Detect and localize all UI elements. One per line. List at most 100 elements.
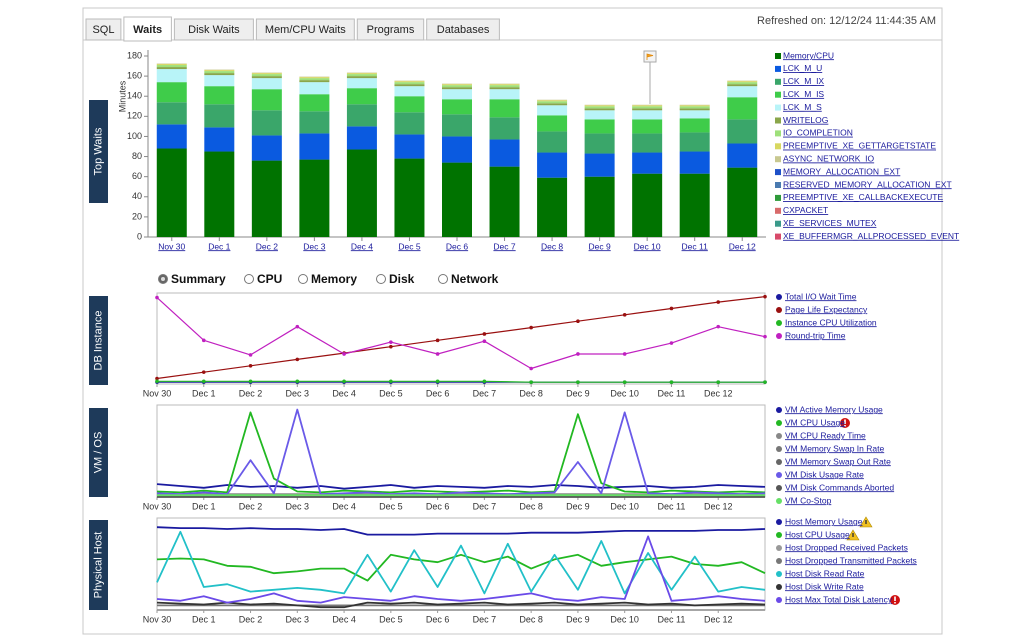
legend-dot: [776, 545, 782, 551]
legend-dot: [776, 420, 782, 426]
x-tick-label[interactable]: Dec 6: [446, 241, 468, 251]
bar-segment: [679, 118, 710, 133]
legend-label[interactable]: PREEMPTIVE_XE_GETTARGETSTATE: [783, 141, 936, 151]
legend-label[interactable]: Host Max Total Disk Latency: [785, 594, 893, 604]
legend-label[interactable]: LCK_M_IX: [783, 76, 824, 86]
x-tick-label[interactable]: Dec 2: [256, 241, 278, 251]
series-marker: [342, 379, 346, 384]
legend-label[interactable]: LCK_M_U: [783, 63, 822, 73]
legend-label[interactable]: VM CPU Usage: [785, 417, 845, 427]
tab-label[interactable]: SQL: [92, 24, 114, 36]
tab[interactable]: [123, 16, 172, 42]
radio-button[interactable]: [298, 274, 308, 284]
bar-segment: [489, 87, 520, 90]
legend-label[interactable]: Instance CPU Utilization: [785, 317, 877, 327]
x-tick-label[interactable]: Dec 5: [398, 241, 420, 251]
legend-label[interactable]: VM Disk Usage Rate: [785, 469, 864, 479]
bar-segment: [346, 78, 377, 89]
x-tick-label[interactable]: Dec 1: [208, 241, 230, 251]
section-label-box: [89, 296, 108, 385]
legend-label[interactable]: XE_BUFFERMGR_ALLPROCESSED_EVENT: [783, 231, 959, 241]
tab[interactable]: [173, 18, 254, 41]
series-marker: [248, 353, 253, 357]
legend-label[interactable]: LCK_M_IS: [783, 89, 824, 99]
tab[interactable]: [85, 18, 122, 41]
tab-label[interactable]: Databases: [437, 24, 490, 36]
x-tick-label: Dec 7: [473, 388, 497, 398]
tab[interactable]: [255, 18, 355, 41]
bar-segment: [156, 67, 187, 70]
x-tick-label[interactable]: Dec 9: [589, 241, 611, 251]
legend-label[interactable]: Host Memory Usage: [785, 516, 863, 526]
legend-label[interactable]: Host Dropped Received Packets: [785, 542, 908, 552]
x-tick-label[interactable]: Dec 8: [541, 241, 563, 251]
tab[interactable]: [426, 18, 500, 41]
radio-button[interactable]: [244, 274, 254, 284]
x-tick-label[interactable]: Nov 30: [158, 241, 185, 251]
x-tick-label[interactable]: Dec 7: [493, 241, 515, 251]
legend-label[interactable]: Memory/CPU: [783, 50, 834, 60]
bar-segment: [584, 104, 615, 106]
series-marker: [669, 380, 674, 384]
tab-label[interactable]: Disk Waits: [188, 24, 240, 36]
series-marker: [389, 340, 393, 344]
legend-dot: [776, 333, 782, 339]
legend-label[interactable]: VM CPU Ready Time: [785, 430, 866, 440]
legend-label[interactable]: Host Disk Read Rate: [785, 568, 865, 578]
series-marker: [201, 370, 206, 374]
tab[interactable]: [356, 18, 425, 41]
x-tick-label[interactable]: Dec 4: [351, 241, 373, 251]
bar-segment: [394, 84, 425, 87]
legend-label[interactable]: RESERVED_MEMORY_ALLOCATION_EXT: [783, 179, 952, 189]
x-tick-label[interactable]: Dec 12: [729, 241, 756, 251]
bar-segment: [204, 71, 235, 74]
bar-segment: [727, 86, 758, 98]
radio-label[interactable]: Summary: [171, 272, 226, 286]
legend-dot: [776, 472, 782, 478]
legend-label[interactable]: Page Life Expectancy: [785, 304, 868, 314]
alert-icon: [840, 418, 850, 428]
legend-label[interactable]: Total I/O Wait Time: [785, 291, 857, 301]
series-line: [156, 297, 766, 370]
legend-label[interactable]: LCK_M_S: [783, 102, 822, 112]
x-tick-label: Dec 4: [332, 614, 356, 624]
legend-label[interactable]: WRITELOG: [783, 115, 828, 125]
legend-label[interactable]: Host Disk Write Rate: [785, 581, 864, 591]
legend-label[interactable]: Round-trip Time: [785, 330, 846, 340]
legend-dot: [776, 446, 782, 452]
legend-label[interactable]: VM Memory Swap Out Rate: [785, 456, 891, 466]
radio-label[interactable]: Disk: [389, 272, 415, 286]
legend-label[interactable]: IO_COMPLETION: [783, 128, 853, 138]
tab-label[interactable]: Waits: [133, 24, 162, 36]
bar-segment: [489, 99, 520, 118]
legend-swatch: [775, 156, 781, 163]
radio-label[interactable]: CPU: [257, 272, 282, 286]
series-marker: [576, 352, 580, 356]
legend-label[interactable]: XE_SERVICES_MUTEX: [783, 218, 877, 228]
legend-label[interactable]: VM Active Memory Usage: [785, 404, 883, 414]
bar-segment: [346, 88, 377, 105]
y-tick-label: 20: [132, 211, 142, 221]
legend-label[interactable]: CXPACKET: [783, 205, 828, 215]
legend-label[interactable]: PREEMPTIVE_XE_CALLBACKEXECUTE: [783, 192, 943, 202]
x-tick-label[interactable]: Dec 3: [303, 241, 325, 251]
legend-swatch: [775, 233, 781, 240]
tab-label[interactable]: Mem/CPU Waits: [265, 24, 346, 36]
bar-segment: [251, 74, 282, 77]
x-tick-label[interactable]: Dec 11: [682, 241, 709, 251]
legend-label[interactable]: Host CPU Usage: [785, 529, 850, 539]
legend-label[interactable]: VM Disk Commands Aborted: [785, 482, 894, 492]
legend-label[interactable]: MEMORY_ALLOCATION_EXT: [783, 166, 900, 176]
radio-label[interactable]: Network: [451, 272, 499, 286]
legend-label[interactable]: VM Memory Swap In Rate: [785, 443, 884, 453]
x-tick-label[interactable]: Dec 10: [634, 241, 661, 251]
bar-segment: [727, 119, 758, 144]
radio-button[interactable]: [376, 274, 386, 284]
legend-label[interactable]: Host Dropped Transmitted Packets: [785, 555, 917, 565]
legend-label[interactable]: VM Co-Stop: [785, 495, 832, 505]
tab-label[interactable]: Programs: [367, 24, 415, 36]
legend-label[interactable]: ASYNC_NETWORK_IO: [783, 153, 875, 163]
series-line: [156, 408, 766, 496]
radio-button[interactable]: [438, 274, 448, 284]
radio-label[interactable]: Memory: [311, 272, 357, 286]
